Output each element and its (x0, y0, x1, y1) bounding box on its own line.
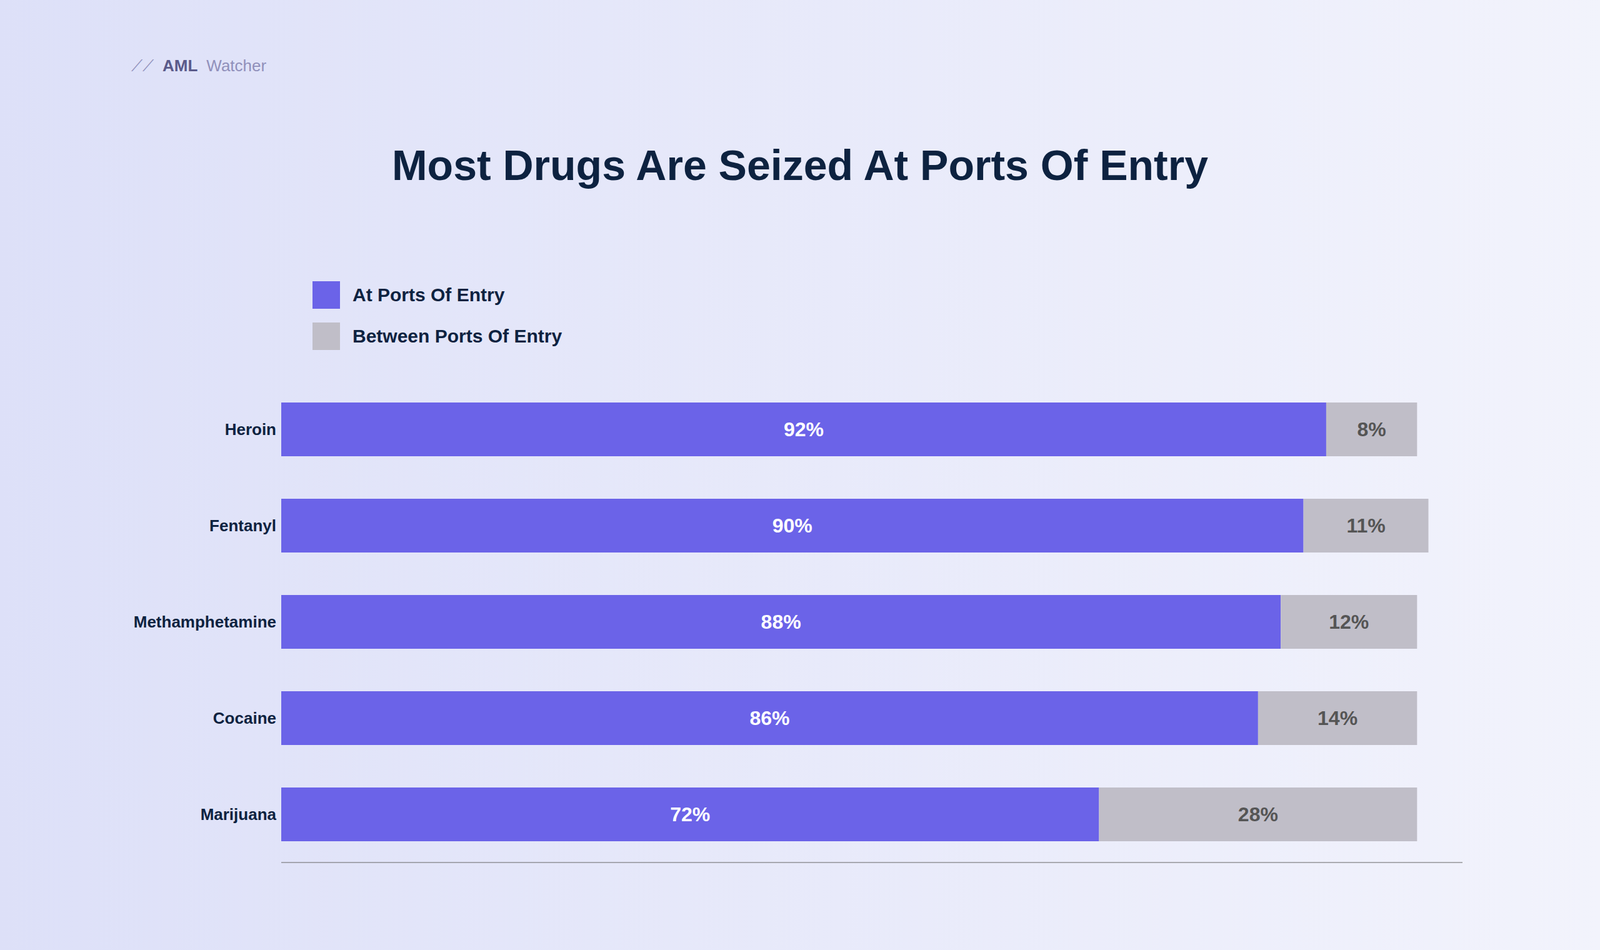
html-text:AML: AML (162, 56, 198, 75)
svg-text:72%: 72% (670, 803, 710, 826)
svg-text:14%: 14% (1317, 706, 1358, 730)
svg-text:28%: 28% (1238, 803, 1279, 826)
svg-text:90%: 90% (772, 514, 813, 537)
html-text:Between Ports Of Entry: Between Ports Of Entry (352, 325, 562, 347)
svg-text:8%: 8% (1356, 418, 1386, 441)
html-text:At Ports Of Entry: At Ports Of Entry (352, 284, 505, 305)
svg-text:Fentanyl: Fentanyl (209, 516, 277, 535)
html-text:Watcher: Watcher (206, 56, 267, 75)
svg-text:Heroin: Heroin (225, 420, 277, 439)
svg-text:88%: 88% (761, 610, 802, 634)
svg-text:Methamphetamine: Methamphetamine (133, 612, 277, 632)
svg-text:86%: 86% (749, 706, 790, 730)
svg-text:11%: 11% (1346, 514, 1385, 537)
svg-text:Marijuana: Marijuana (200, 805, 277, 824)
html-text:Most Drugs Are Seized At Ports: Most Drugs Are Seized At Ports Of Entry (391, 141, 1209, 189)
svg-text:Cocaine: Cocaine (213, 708, 277, 728)
svg-text:92%: 92% (783, 418, 824, 441)
svg-text:12%: 12% (1328, 610, 1369, 634)
